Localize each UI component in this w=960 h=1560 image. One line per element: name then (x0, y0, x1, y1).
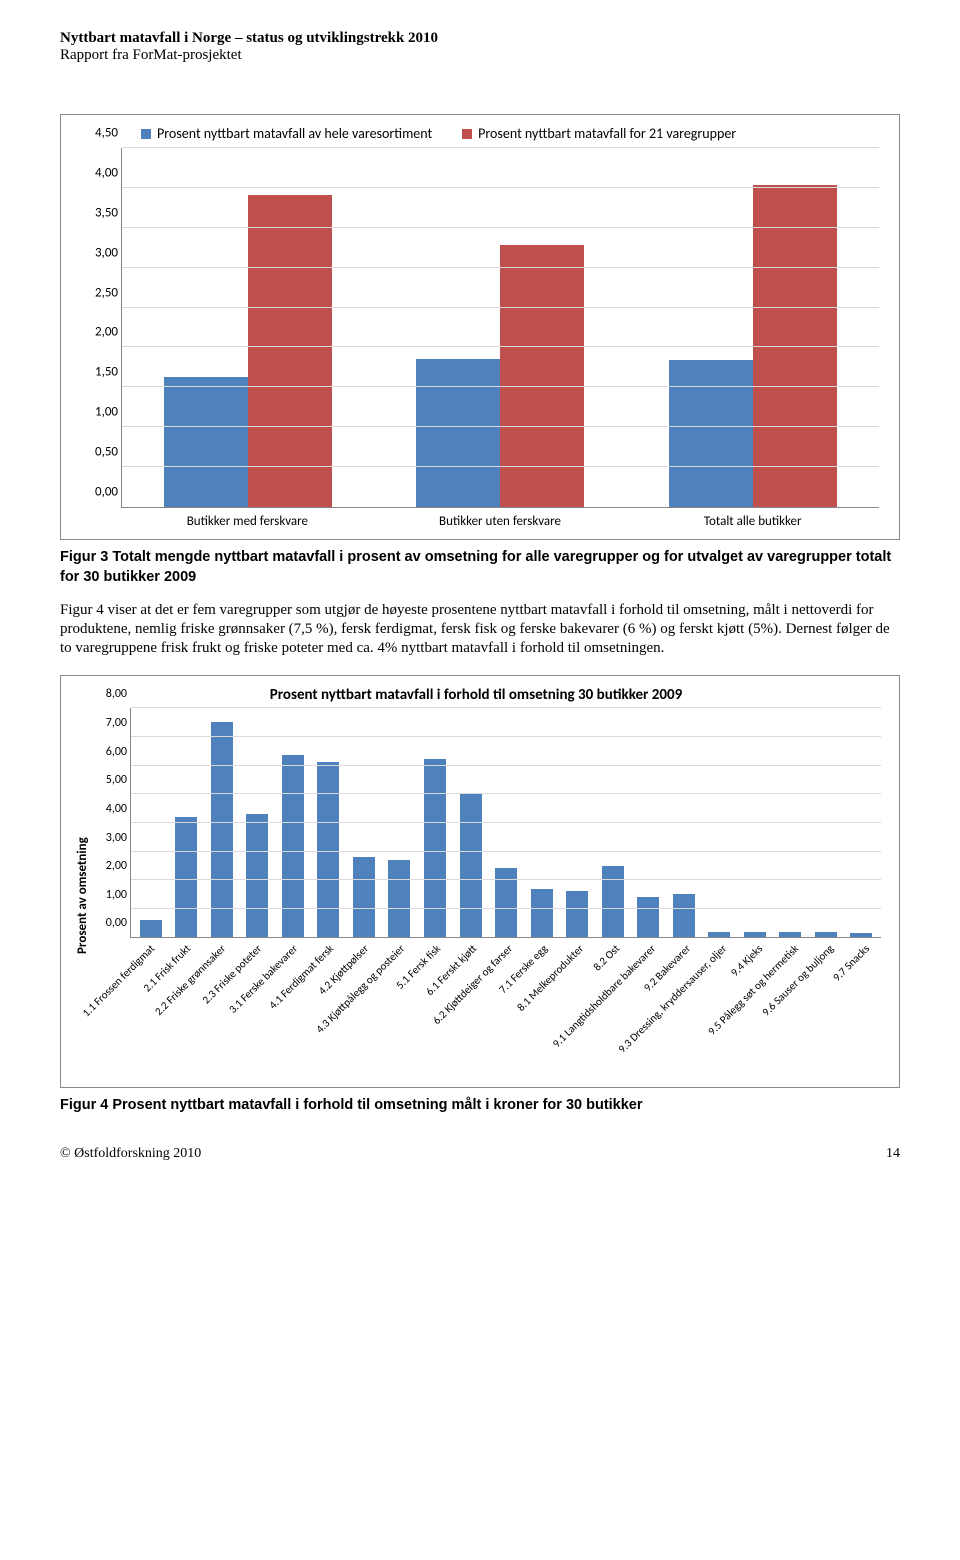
page-header: Nyttbart matavfall i Norge – status og u… (60, 30, 900, 64)
chart-2-bars (131, 708, 881, 937)
figure-4-caption: Figur 4 Prosent nyttbart matavfall i for… (60, 1096, 900, 1116)
figure-3-caption: Figur 3 Totalt mengde nyttbart matavfall… (60, 548, 900, 587)
chart-2-ytick: 8,00 (97, 687, 127, 701)
chart-2-xlabel: 8.2 Ost (595, 942, 631, 1083)
chart-1-bar (669, 360, 753, 507)
chart-2-bar-slot (204, 722, 240, 938)
chart-1-legend: Prosent nyttbart matavfall av hele vares… (141, 125, 879, 142)
chart-1-xlabel: Totalt alle butikker (626, 508, 879, 529)
chart-1-group (627, 148, 879, 507)
chart-2-bar-slot (453, 794, 489, 938)
chart-2-bar-slot (240, 814, 276, 938)
chart-2-bar-slot (559, 891, 595, 937)
chart-2-ytick: 3,00 (97, 831, 127, 845)
chart-1-ytick: 4,00 (84, 165, 118, 180)
chart-2-xlabel: 3.1 Ferske bakevarer (273, 942, 309, 1083)
chart-2-bar (637, 897, 659, 937)
chart-2-bar (708, 932, 730, 938)
chart-2-bar (424, 759, 446, 937)
chart-2-xaxis: 1.1 Frossen ferdigmat2.1 Frisk frukt2.2 … (130, 938, 881, 1083)
chart-2-ylabel: Prosent av omsetning (71, 708, 94, 1083)
chart-1-xlabel: Butikker med ferskvare (121, 508, 374, 529)
legend-label: Prosent nyttbart matavfall av hele vares… (157, 125, 432, 142)
legend-swatch-icon (462, 129, 472, 139)
chart-2-bar (175, 817, 197, 938)
chart-2-xlabel: 6.1 Ferskt kjøtt (452, 942, 488, 1083)
chart-2-bar (246, 814, 268, 938)
chart-2-bar (673, 894, 695, 937)
chart-2-bar-slot (773, 932, 809, 938)
body-paragraph: Figur 4 viser at det er fem varegrupper … (60, 601, 900, 657)
chart-2-bar-slot (169, 817, 205, 938)
chart-1-plot: 0,000,501,001,502,002,503,003,504,004,50 (121, 148, 879, 508)
chart-1-bar (416, 359, 500, 507)
footer-copyright: © Østfoldforskning 2010 (60, 1146, 201, 1162)
chart-1-ytick: 0,00 (84, 485, 118, 500)
chart-2-bar-slot (666, 894, 702, 937)
page-footer: © Østfoldforskning 2010 14 (60, 1146, 900, 1162)
chart-1-group (122, 148, 374, 507)
chart-2-ytick: 5,00 (97, 773, 127, 787)
chart-2-bar (779, 932, 801, 938)
chart-1: Prosent nyttbart matavfall av hele vares… (60, 114, 900, 540)
header-title: Nyttbart matavfall i Norge – status og u… (60, 30, 900, 47)
chart-1-ytick: 2,50 (84, 285, 118, 300)
chart-2: Prosent nyttbart matavfall i forhold til… (60, 675, 900, 1088)
chart-2-ytick: 7,00 (97, 716, 127, 730)
chart-2-bar (602, 866, 624, 938)
chart-2-bar-slot (382, 860, 418, 938)
chart-2-title: Prosent nyttbart matavfall i forhold til… (71, 686, 881, 704)
chart-2-ytick: 1,00 (97, 888, 127, 902)
chart-2-bar (744, 932, 766, 938)
chart-2-bar (211, 722, 233, 938)
chart-1-ytick: 2,00 (84, 325, 118, 340)
page-number: 14 (886, 1146, 900, 1162)
chart-2-bar (140, 920, 162, 937)
legend-item: Prosent nyttbart matavfall for 21 varegr… (462, 125, 736, 142)
chart-2-bar (388, 860, 410, 938)
chart-2-bar-slot (346, 857, 382, 938)
chart-2-ytick: 2,00 (97, 859, 127, 873)
chart-1-bar (500, 245, 584, 507)
chart-2-bar (531, 889, 553, 938)
chart-2-bar-slot (524, 889, 560, 938)
chart-2-ytick: 6,00 (97, 745, 127, 759)
chart-2-ytick: 4,00 (97, 802, 127, 816)
chart-2-ytick: 0,00 (97, 916, 127, 930)
chart-2-xlabel: 9.7 Snacks (845, 942, 881, 1083)
chart-2-bar (566, 891, 588, 937)
chart-2-bar (460, 794, 482, 938)
chart-1-bars (122, 148, 879, 507)
chart-2-bar-slot (417, 759, 453, 937)
chart-1-ytick: 0,50 (84, 445, 118, 460)
chart-2-bar-slot (844, 933, 880, 937)
chart-2-plot: 0,001,002,003,004,005,006,007,008,00 (130, 708, 881, 938)
chart-1-bar (248, 195, 332, 507)
chart-2-bar-slot (595, 866, 631, 938)
chart-1-ytick: 4,50 (84, 126, 118, 141)
chart-2-bar (815, 932, 837, 938)
chart-2-bar (850, 933, 872, 937)
chart-1-group (374, 148, 626, 507)
chart-2-bar-slot (275, 755, 311, 938)
chart-1-bar (164, 377, 248, 507)
chart-1-xlabel: Butikker uten ferskvare (374, 508, 627, 529)
chart-2-bar (353, 857, 375, 938)
chart-1-xaxis: Butikker med ferskvareButikker uten fers… (121, 508, 879, 529)
chart-1-ytick: 1,50 (84, 365, 118, 380)
chart-1-ytick: 3,00 (84, 245, 118, 260)
chart-2-bar-slot (808, 932, 844, 938)
chart-2-bar-slot (737, 932, 773, 938)
legend-item: Prosent nyttbart matavfall av hele vares… (141, 125, 432, 142)
chart-1-ytick: 3,50 (84, 205, 118, 220)
chart-2-bar (282, 755, 304, 938)
chart-2-bar-slot (133, 920, 169, 937)
legend-label: Prosent nyttbart matavfall for 21 varegr… (478, 125, 736, 142)
chart-2-bar-slot (702, 932, 738, 938)
legend-swatch-icon (141, 129, 151, 139)
chart-1-ytick: 1,00 (84, 405, 118, 420)
header-subtitle: Rapport fra ForMat-prosjektet (60, 47, 900, 64)
chart-2-bar-slot (630, 897, 666, 937)
